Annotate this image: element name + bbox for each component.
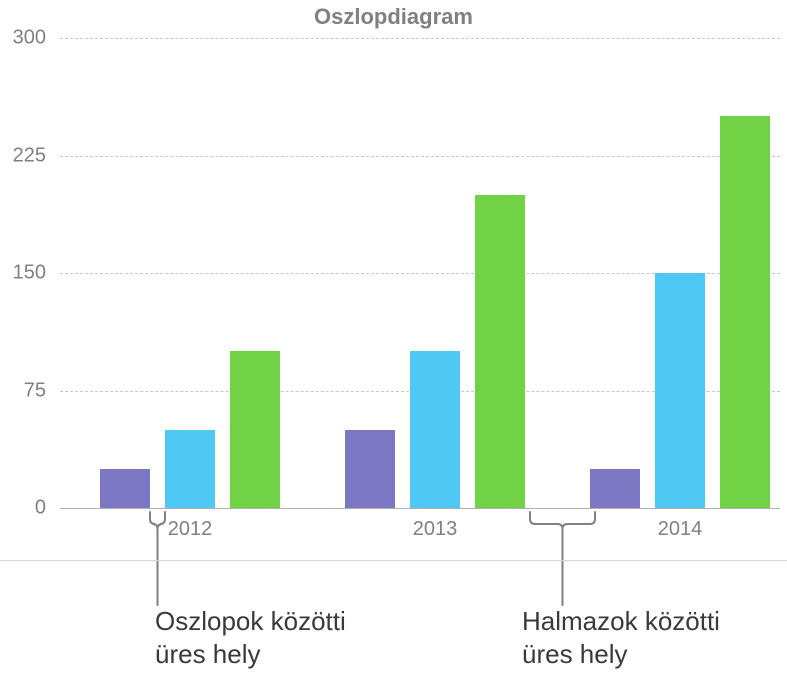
annotation-text-between-groups: Halmazok közötti üres hely [522, 605, 720, 670]
panel-bottom-border [0, 560, 787, 561]
annotation-bracket-between-groups [0, 0, 787, 689]
bar-chart: Oszlopdiagram 075150225300 201220132014 … [0, 0, 787, 689]
